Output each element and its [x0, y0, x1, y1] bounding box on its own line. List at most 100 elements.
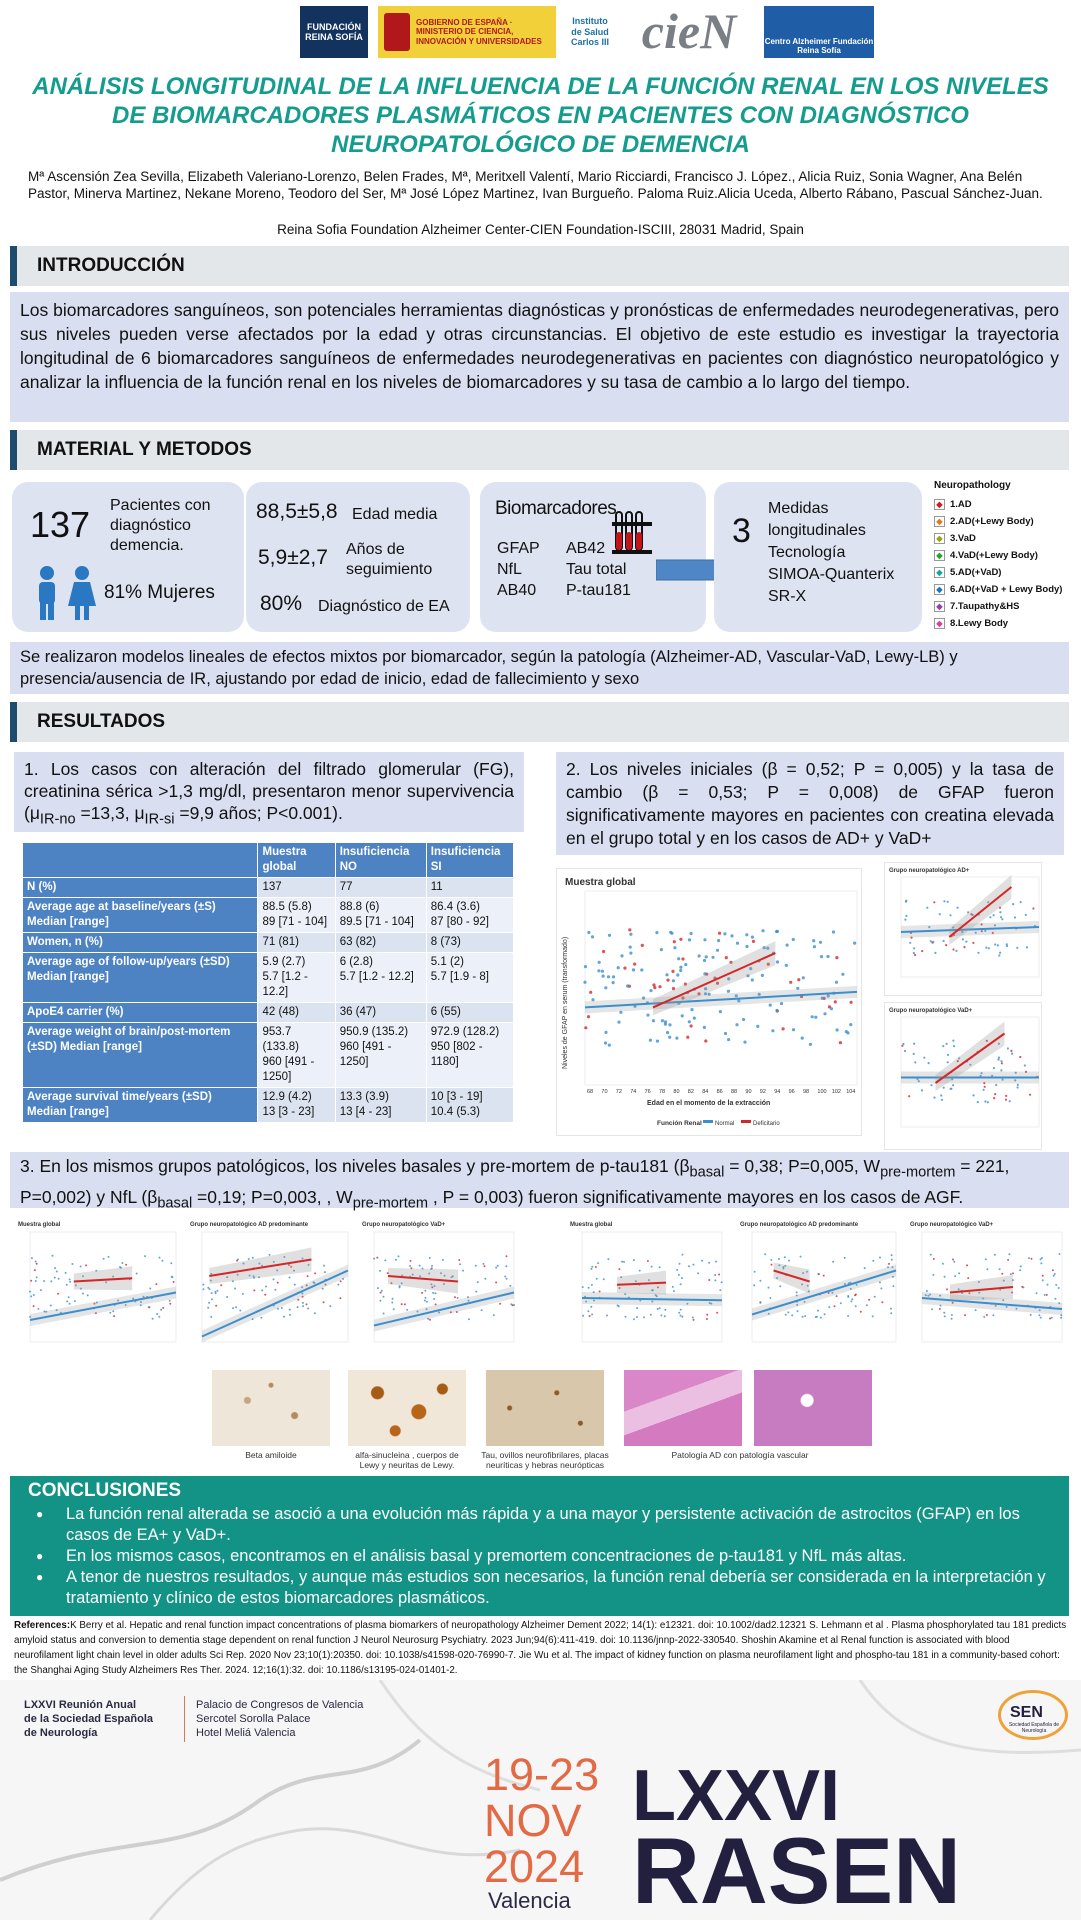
data-point	[879, 1256, 881, 1259]
biomarker-ptau181: P-tau181	[566, 582, 631, 599]
data-point	[1011, 1291, 1014, 1294]
data-point	[648, 1038, 652, 1042]
data-point	[753, 1284, 756, 1287]
data-point	[972, 1094, 975, 1097]
data-point	[791, 1028, 796, 1032]
longitudinal-line: SR-X	[768, 588, 807, 605]
data-point	[843, 1256, 846, 1259]
table-cell: 953.7 (133.8) 960 [491 - 1250]	[257, 1022, 336, 1088]
data-point	[214, 1290, 217, 1293]
data-point	[784, 963, 788, 967]
data-point	[743, 1040, 747, 1044]
x-tick-label: 98	[803, 1089, 809, 1095]
data-point	[977, 951, 980, 954]
data-point	[658, 985, 662, 989]
data-point	[214, 1292, 217, 1295]
data-point	[589, 990, 593, 994]
data-point	[1043, 1294, 1046, 1296]
table-cell: 972.9 (128.2) 950 [802 - 1180]	[425, 1022, 515, 1088]
data-point	[1000, 916, 1003, 919]
data-point	[391, 1301, 394, 1304]
data-point	[681, 1315, 684, 1318]
data-point	[513, 1304, 515, 1306]
data-point	[796, 1303, 799, 1306]
data-point	[687, 938, 692, 942]
data-point	[433, 1285, 436, 1287]
data-point	[802, 1272, 805, 1275]
data-point	[779, 1285, 782, 1288]
data-point	[636, 1316, 638, 1318]
data-point	[1057, 1287, 1060, 1289]
data-point	[289, 1313, 291, 1316]
normal-trend-line	[900, 926, 1040, 933]
data-point	[264, 1293, 267, 1296]
result-3-sub: basal	[689, 1164, 725, 1181]
data-point	[723, 1031, 728, 1036]
fundacion-reina-sofia-logo: FUNDACIÓN REINA SOFÍA	[300, 6, 368, 58]
sen-logo	[998, 1690, 1068, 1740]
legend-label: 5.AD(+VaD)	[950, 567, 1002, 578]
table-cell: 950.9 (135.2) 960 [491 - 1250]	[334, 1022, 427, 1088]
baseline-table: Muestra global Insuficiencia NO Insuficien…	[21, 842, 515, 1123]
data-point	[679, 1314, 682, 1317]
data-point	[1012, 1272, 1014, 1275]
data-point	[920, 1089, 924, 1092]
data-point	[691, 1316, 694, 1319]
table-cell: 86.4 (3.6) 87 [80 - 92]	[425, 897, 515, 933]
data-point	[850, 1300, 853, 1303]
data-point	[272, 1278, 275, 1281]
data-point	[771, 1029, 775, 1033]
data-point	[424, 1289, 427, 1292]
data-point	[1001, 918, 1004, 921]
small-plot: Muestra global	[14, 1216, 180, 1366]
data-point	[29, 1290, 31, 1293]
data-point	[823, 1313, 826, 1316]
deficit-ci-band	[950, 1275, 1013, 1301]
data-point	[597, 969, 601, 973]
data-point	[797, 978, 801, 982]
data-point	[800, 1036, 804, 1040]
data-point	[296, 1306, 299, 1309]
data-point	[966, 1264, 969, 1267]
data-point	[997, 1042, 1000, 1045]
data-point	[459, 1263, 462, 1266]
data-point	[952, 948, 955, 951]
data-point	[969, 1063, 972, 1066]
data-point	[775, 960, 780, 964]
data-point	[403, 1303, 406, 1306]
data-point	[593, 1299, 595, 1302]
data-point	[50, 1280, 53, 1283]
data-point	[391, 1297, 394, 1300]
deficit-ci-band	[935, 1021, 1005, 1091]
data-point	[938, 913, 941, 916]
sen-logo-subtext: Sociedad Española de Neurología	[1008, 1722, 1060, 1734]
gfap-main-plot: Muestra global Niveles de GFAP en serum (…	[556, 868, 862, 1136]
table-header	[21, 842, 259, 878]
data-point	[681, 1253, 684, 1256]
data-point	[678, 1262, 681, 1265]
table-cell: 5.1 (2) 5.7 [1.9 - 8]	[425, 952, 515, 1003]
data-point	[831, 930, 836, 934]
x-tick-label: 76	[645, 1089, 651, 1095]
data-point	[1024, 913, 1027, 916]
data-point	[638, 1269, 641, 1272]
data-point	[208, 1288, 211, 1291]
data-point	[704, 987, 708, 991]
data-point	[276, 1269, 279, 1272]
plot-ylabel: Niveles de GFAP en serum (transformado)	[562, 937, 569, 1069]
data-point	[929, 940, 932, 943]
result-1-text: =9,9 años; P<0.001).	[174, 803, 343, 823]
data-point	[505, 1255, 508, 1258]
data-point	[611, 975, 616, 979]
data-point	[1000, 1060, 1003, 1063]
data-point	[379, 1291, 382, 1294]
data-point	[633, 1318, 635, 1321]
micro-alpha-synuclein-image	[348, 1370, 466, 1446]
data-point	[1005, 1305, 1008, 1308]
data-point	[476, 1281, 479, 1284]
data-point	[873, 1295, 876, 1298]
data-point	[801, 976, 805, 980]
x-tick-label: 94	[774, 1089, 780, 1095]
data-point	[462, 1269, 464, 1272]
data-point	[1058, 1302, 1061, 1305]
